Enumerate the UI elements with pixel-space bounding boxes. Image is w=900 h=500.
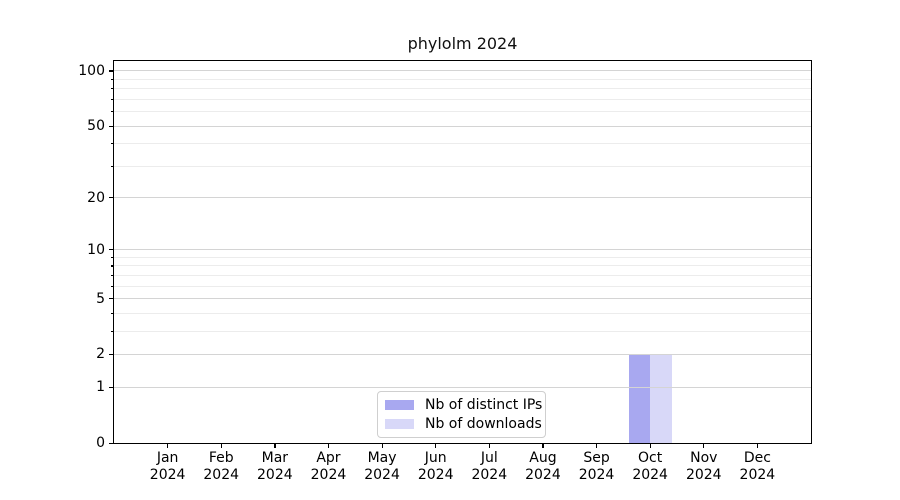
gridline-minor <box>114 312 811 314</box>
x-tick-label: Sep 2024 <box>578 450 615 483</box>
y-tick-label: 10 <box>87 241 105 258</box>
gridline-minor <box>114 256 811 258</box>
y-tick-label: 100 <box>78 62 105 79</box>
chart-title: phylolm 2024 <box>407 34 518 53</box>
bar-nb-of-downloads-oct-2024 <box>650 354 672 443</box>
gridline-minor <box>114 330 811 332</box>
y-tick-mark-minor <box>111 98 114 101</box>
y-tick-mark-minor <box>111 285 114 287</box>
y-tick-mark-minor <box>111 143 114 145</box>
y-tick-mark <box>109 353 114 356</box>
gridline-minor <box>114 78 811 80</box>
gridline-minor <box>114 285 811 287</box>
x-tick-label: Feb 2024 <box>203 450 240 483</box>
y-tick-mark-minor <box>111 265 114 267</box>
y-tick-mark <box>109 125 114 127</box>
x-tick-mark <box>542 443 544 448</box>
x-tick-mark <box>381 443 383 448</box>
y-tick-mark <box>109 249 114 251</box>
legend-entry-downloads: Nb of downloads <box>385 416 545 432</box>
x-tick-mark <box>327 443 330 448</box>
x-tick-label: Apr 2024 <box>310 450 347 483</box>
x-tick-mark <box>756 443 759 448</box>
legend-swatch-distinct-ips <box>385 400 414 410</box>
x-tick-label: May 2024 <box>364 450 400 483</box>
y-tick-mark-minor <box>111 330 114 332</box>
gridline-major <box>114 70 811 72</box>
y-tick-mark <box>109 442 114 444</box>
x-tick-mark <box>220 443 222 448</box>
y-tick-label: 5 <box>96 290 105 307</box>
gridline-major <box>114 249 811 251</box>
gridline-minor <box>114 98 811 100</box>
x-tick-mark <box>167 443 169 448</box>
y-tick-mark-minor <box>111 256 114 259</box>
gridline-minor <box>114 165 811 167</box>
x-tick-label: Nov 2024 <box>685 450 722 483</box>
x-tick-mark <box>435 443 437 448</box>
x-tick-label: Dec 2024 <box>739 450 776 483</box>
x-tick-mark <box>488 443 490 448</box>
y-tick-mark-minor <box>111 111 114 113</box>
y-tick-label: 20 <box>87 189 105 206</box>
gridline-minor <box>114 274 811 276</box>
x-tick-mark <box>649 443 651 448</box>
y-tick-mark-minor <box>111 78 114 81</box>
legend-swatch-downloads <box>385 419 414 429</box>
x-tick-label: Aug 2024 <box>525 450 561 483</box>
legend: Nb of distinct IPs Nb of downloads <box>377 391 546 438</box>
y-tick-label: 2 <box>96 346 105 363</box>
legend-label-distinct-ips: Nb of distinct IPs <box>425 397 543 413</box>
y-tick-label: 50 <box>87 118 105 135</box>
x-tick-label: Jul 2024 <box>471 450 508 483</box>
gridline-major <box>114 298 811 300</box>
legend-label-downloads: Nb of downloads <box>425 416 542 432</box>
gridline-major <box>114 125 811 127</box>
gridline-minor <box>114 111 811 113</box>
gridline-major <box>114 386 811 388</box>
gridline-major <box>114 353 811 355</box>
x-tick-label: Jan 2024 <box>149 450 186 483</box>
gridline-minor <box>114 143 811 145</box>
x-tick-label: Jun 2024 <box>417 450 454 483</box>
bars-layer <box>114 61 811 443</box>
gridlines-layer <box>114 61 811 443</box>
bar-nb-of-distinct-ips-oct-2024 <box>628 354 651 443</box>
y-tick-mark-minor <box>111 165 114 167</box>
gridline-major <box>114 197 811 199</box>
y-tick-mark <box>109 298 114 300</box>
gridline-minor <box>114 88 811 90</box>
x-tick-mark <box>703 443 705 448</box>
x-tick-mark <box>596 443 598 448</box>
x-tick-label: Mar 2024 <box>257 450 293 483</box>
y-tick-label: 0 <box>96 435 105 451</box>
y-tick-mark <box>109 386 114 388</box>
x-tick-label: Oct 2024 <box>632 450 668 483</box>
legend-entry-distinct-ips: Nb of distinct IPs <box>385 397 545 413</box>
y-tick-mark-minor <box>111 312 114 314</box>
gridline-minor <box>114 265 811 267</box>
y-tick-mark <box>109 70 114 72</box>
y-tick-label: 1 <box>96 379 105 396</box>
x-tick-mark <box>274 443 276 448</box>
y-tick-mark-minor <box>111 88 114 90</box>
y-tick-mark-minor <box>111 274 114 277</box>
plot-area <box>113 60 812 444</box>
y-tick-mark <box>109 197 114 199</box>
